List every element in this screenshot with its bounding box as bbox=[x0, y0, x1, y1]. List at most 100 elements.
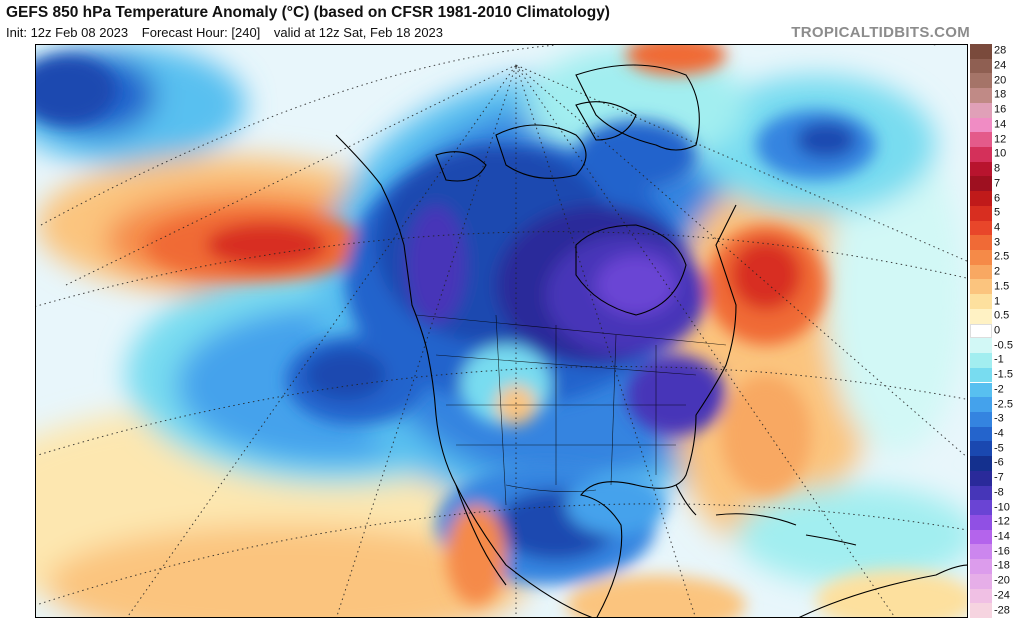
colorbar-label: -20 bbox=[994, 574, 1010, 587]
colorbar-swatch bbox=[970, 294, 992, 309]
colorbar-label: 1.5 bbox=[994, 280, 1010, 293]
colorbar-step: -20 bbox=[970, 573, 1022, 589]
colorbar-label: 18 bbox=[994, 88, 1007, 101]
colorbar-label: -28 bbox=[994, 604, 1010, 617]
colorbar-label: 8 bbox=[994, 162, 1001, 175]
colorbar-swatch bbox=[970, 161, 992, 177]
colorbar-step: -5 bbox=[970, 441, 1022, 457]
colorbar-swatch bbox=[970, 191, 992, 206]
colorbar-label: -3 bbox=[994, 412, 1004, 425]
colorbar-step: 7 bbox=[970, 176, 1022, 192]
colorbar-step: 24 bbox=[970, 58, 1022, 74]
colorbar-step: 16 bbox=[970, 102, 1022, 118]
colorbar-label: -7 bbox=[994, 471, 1004, 484]
colorbar-label: -14 bbox=[994, 530, 1010, 543]
colorbar-swatch bbox=[970, 603, 992, 618]
colorbar-label: 0 bbox=[994, 324, 1001, 337]
colorbar-label: 4 bbox=[994, 221, 1001, 234]
colorbar-swatch bbox=[970, 279, 992, 295]
colorbar-label: -2 bbox=[994, 383, 1004, 396]
colorbar-step: 0 bbox=[970, 323, 1022, 339]
colorbar-step: -6 bbox=[970, 456, 1022, 471]
colorbar-label: 0.5 bbox=[994, 309, 1010, 322]
colorbar-step: -2.5 bbox=[970, 397, 1022, 412]
colorbar-swatch bbox=[970, 58, 992, 74]
graticule bbox=[36, 45, 967, 617]
colorbar-swatch bbox=[970, 485, 992, 501]
colorbar-label: 2.5 bbox=[994, 250, 1010, 263]
colorbar-step: -12 bbox=[970, 514, 1022, 530]
colorbar-step: 4 bbox=[970, 220, 1022, 236]
colorbar-step: -1.5 bbox=[970, 367, 1022, 383]
colorbar-label: 3 bbox=[994, 236, 1001, 249]
colorbar-swatch bbox=[970, 147, 992, 162]
colorbar-step: -8 bbox=[970, 485, 1022, 501]
colorbar-swatch bbox=[970, 367, 992, 383]
colorbar-label: 1 bbox=[994, 295, 1001, 308]
coastlines bbox=[335, 64, 967, 617]
anomaly-map-canvas bbox=[36, 45, 967, 617]
colorbar-swatch bbox=[970, 323, 992, 339]
anomaly-map bbox=[35, 44, 968, 618]
colorbar-step: 14 bbox=[970, 117, 1022, 133]
colorbar-label: 24 bbox=[994, 59, 1007, 72]
colorbar-label: -8 bbox=[994, 486, 1004, 499]
colorbar-swatch bbox=[970, 235, 992, 251]
colorbar-swatch bbox=[970, 250, 992, 265]
colorbar-swatch bbox=[970, 73, 992, 89]
colorbar-step: -3 bbox=[970, 411, 1022, 427]
colorbar-step: -2 bbox=[970, 382, 1022, 398]
forecast-hour: Forecast Hour: [240] bbox=[141, 25, 261, 40]
colorbar-swatch bbox=[970, 514, 992, 530]
colorbar-label: -2.5 bbox=[994, 398, 1013, 411]
colorbar-step: -4 bbox=[970, 426, 1022, 442]
colorbar-swatch bbox=[970, 544, 992, 560]
colorbar-label: -1.5 bbox=[994, 368, 1013, 381]
colorbar-step: -1 bbox=[970, 353, 1022, 368]
colorbar-step: -7 bbox=[970, 470, 1022, 486]
colorbar-swatch bbox=[970, 176, 992, 192]
colorbar-step: 2.5 bbox=[970, 250, 1022, 265]
colorbar-step: 28 bbox=[970, 44, 1022, 59]
colorbar-label: -12 bbox=[994, 515, 1010, 528]
colorbar-step: 5 bbox=[970, 205, 1022, 221]
colorbar-label: 6 bbox=[994, 192, 1001, 205]
colorbar-swatch bbox=[970, 205, 992, 221]
valid-time: valid at 12z Sat, Feb 18 2023 bbox=[273, 25, 444, 40]
anomaly-field bbox=[36, 45, 967, 617]
colorbar-swatch bbox=[970, 470, 992, 486]
colorbar-swatch bbox=[970, 44, 992, 59]
colorbar-step: 18 bbox=[970, 88, 1022, 103]
colorbar-label: 10 bbox=[994, 147, 1007, 160]
colorbar-swatch bbox=[970, 500, 992, 515]
colorbar-label: 12 bbox=[994, 133, 1007, 146]
colorbar-step: 1 bbox=[970, 294, 1022, 309]
colorbar-step: 10 bbox=[970, 147, 1022, 162]
colorbar-swatch bbox=[970, 88, 992, 103]
colorbar-swatch bbox=[970, 102, 992, 118]
colorbar-swatch bbox=[970, 411, 992, 427]
colorbar-step: 3 bbox=[970, 235, 1022, 251]
colorbar-swatch bbox=[970, 588, 992, 604]
colorbar-label: 7 bbox=[994, 177, 1001, 190]
colorbar-swatch bbox=[970, 559, 992, 574]
colorbar-label: 16 bbox=[994, 103, 1007, 116]
colorbar-swatch bbox=[970, 264, 992, 280]
colorbar-label: -4 bbox=[994, 427, 1004, 440]
site-watermark[interactable]: TROPICALTIDBITS.COM bbox=[791, 24, 970, 41]
colorbar-swatch bbox=[970, 117, 992, 133]
political-borders bbox=[415, 314, 727, 506]
colorbar-step: -18 bbox=[970, 559, 1022, 574]
colorbar-swatch bbox=[970, 308, 992, 324]
colorbar-swatch bbox=[970, 456, 992, 471]
colorbar-swatch bbox=[970, 382, 992, 398]
colorbar-swatch bbox=[970, 397, 992, 412]
map-subtitle: Init: 12z Feb 08 2023 Forecast Hour: [24… bbox=[6, 25, 453, 40]
colorbar-step: 2 bbox=[970, 264, 1022, 280]
colorbar-swatch bbox=[970, 573, 992, 589]
colorbar-label: -16 bbox=[994, 545, 1010, 558]
colorbar-label: 2 bbox=[994, 265, 1001, 278]
colorbar-swatch bbox=[970, 132, 992, 147]
colorbar-swatch bbox=[970, 338, 992, 354]
colorbar-label: -6 bbox=[994, 456, 1004, 469]
